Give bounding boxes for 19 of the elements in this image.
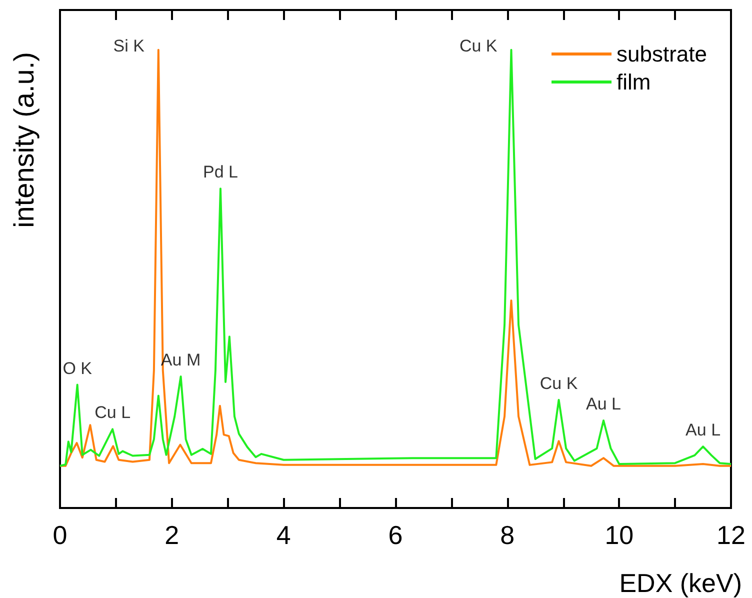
annotation: Pd L xyxy=(202,162,238,182)
x-tick-label: 12 xyxy=(716,520,746,550)
legend-label: film xyxy=(616,70,651,94)
x-tick-label: 0 xyxy=(52,520,68,550)
annotation: O K xyxy=(62,358,93,378)
x-tick-label: 2 xyxy=(164,520,180,550)
y-axis-title: intensity (a.u.) xyxy=(8,52,40,228)
x-tick-label: 8 xyxy=(500,520,515,550)
annotation: Cu K xyxy=(459,36,498,56)
annotation: Au L xyxy=(686,420,721,440)
annotation: Cu L xyxy=(94,403,131,422)
x-axis-title: EDX (keV) xyxy=(619,568,742,598)
x-tick-label: 4 xyxy=(276,520,291,550)
annotation: Cu K xyxy=(540,374,578,393)
x-tick-label: 6 xyxy=(388,520,403,550)
legend-label: substrate xyxy=(616,42,708,66)
x-tick-label: 10 xyxy=(604,520,634,550)
annotation: Si K xyxy=(113,36,146,56)
annotation: Au L xyxy=(586,394,621,414)
